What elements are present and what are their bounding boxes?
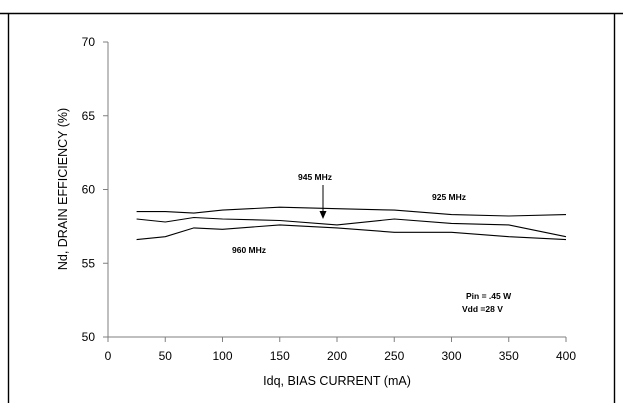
series-label-960: 960 MHz [232, 245, 266, 255]
x-tick-label: 0 [105, 349, 112, 363]
x-tick-label: 100 [212, 349, 232, 363]
x-tick-label: 300 [441, 349, 461, 363]
x-tick-label: 150 [270, 349, 290, 363]
x-axis-title: Idq, BIAS CURRENT (mA) [263, 374, 411, 388]
plot-area: 50 55 60 65 70 0 50 100 150 200 250 300 350 400 [82, 35, 577, 363]
y-tick-label: 50 [82, 330, 96, 344]
y-ticks: 50 55 60 65 70 [82, 35, 108, 344]
x-tick-label: 250 [384, 349, 404, 363]
y-axis-title: Nd, DRAIN EFFICIENCY (%) [56, 108, 70, 270]
x-ticks: 0 50 100 150 200 250 300 350 400 [105, 337, 576, 363]
y-tick-label: 70 [82, 35, 96, 49]
y-tick-label: 65 [82, 109, 96, 123]
x-tick-label: 200 [327, 349, 347, 363]
arrow-pointer-945 [319, 185, 327, 219]
y-tick-label: 55 [82, 256, 96, 270]
series-label-945: 945 MHz [298, 172, 332, 182]
series-line-925-mhz [136, 206, 567, 217]
x-tick-label: 400 [556, 349, 576, 363]
series-label-925: 925 MHz [432, 192, 466, 202]
x-tick-label: 50 [159, 349, 173, 363]
series-line-960-mhz [136, 224, 567, 241]
series-lines [136, 206, 567, 241]
x-tick-label: 350 [499, 349, 519, 363]
y-tick-label: 60 [82, 183, 96, 197]
series-line-945-mhz [136, 216, 567, 238]
conditions-vdd: Vdd =28 V [462, 304, 503, 314]
conditions-pin: Pin = .45 W [466, 291, 512, 301]
